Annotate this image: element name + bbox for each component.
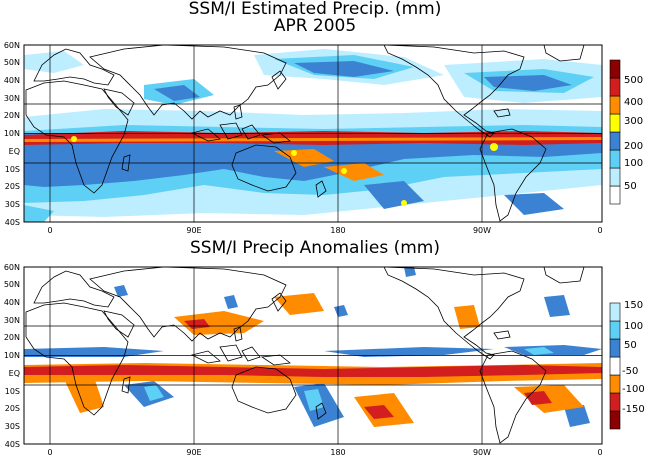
top-colorbar-label: 300: [624, 116, 643, 127]
top-lat-label: 10S: [5, 165, 20, 174]
bottom-lat-label: 30S: [5, 422, 20, 431]
bottom-colorbar: -150 -100 -50 50 100 150: [609, 300, 645, 430]
bottom-colorbar-label: 100: [624, 321, 643, 332]
top-lon-label: 180: [330, 226, 345, 235]
top-colorbar-label: 100: [624, 158, 643, 169]
bottom-lat-label: 20S: [5, 404, 20, 413]
bottom-lon-labels: 0 90E 180 90W 0: [47, 448, 602, 457]
top-lat-labels: 60N 50N 40N 30N 20N 10N EQ 10S 20S 30S 4…: [4, 41, 20, 227]
top-lon-label: 0: [47, 226, 52, 235]
bottom-colorbar-label: 50: [624, 340, 637, 351]
top-lat-label: EQ: [9, 147, 20, 156]
bottom-lat-label: 20N: [4, 333, 20, 342]
bottom-lon-label: 180: [330, 448, 345, 457]
bottom-lat-label: EQ: [9, 369, 20, 378]
bottom-lat-label: 30N: [4, 316, 20, 325]
top-lat-label: 30S: [5, 200, 20, 209]
bottom-lon-label: 90W: [473, 448, 491, 457]
top-colorbar: 50 100 200 300 400 500: [609, 59, 643, 205]
top-lon-label: 90E: [186, 226, 201, 235]
bottom-colorbar-label: 150: [624, 300, 643, 311]
bottom-lon-label: 0: [597, 448, 602, 457]
bottom-lat-labels: 60N 50N 40N 30N 20N 10N EQ 10S 20S 30S 4…: [4, 263, 20, 449]
top-lat-label: 20S: [5, 182, 20, 191]
top-colorbar-label: 50: [624, 181, 637, 192]
top-subtitle-date: APR 2005: [273, 16, 357, 36]
bottom-colorbar-label: -50: [622, 366, 638, 377]
bottom-map: [23, 266, 603, 445]
bottom-lat-label: 40S: [5, 440, 20, 449]
top-lon-label: 0: [597, 226, 602, 235]
top-lat-label: 20N: [4, 111, 20, 120]
bottom-lat-label: 60N: [4, 263, 20, 272]
top-lat-label: 40N: [4, 76, 20, 85]
top-lat-label: 10N: [4, 129, 20, 138]
top-colorbar-label: 500: [624, 75, 643, 86]
bottom-lon-label: 90E: [186, 448, 201, 457]
bottom-lat-label: 40N: [4, 298, 20, 307]
top-lat-label: 40S: [5, 218, 20, 227]
bottom-colorbar-label: -150: [622, 404, 645, 415]
top-map: [23, 44, 603, 223]
bottom-lon-label: 0: [47, 448, 52, 457]
top-colorbar-label: 200: [624, 141, 643, 152]
top-lat-label: 30N: [4, 94, 20, 103]
bottom-colorbar-label: -100: [622, 384, 645, 395]
bottom-title: SSM/I Precip Anomalies (mm): [189, 238, 441, 258]
top-lat-label: 60N: [4, 41, 20, 50]
bottom-lat-label: 50N: [4, 280, 20, 289]
top-title: SSM/I Estimated Precip. (mm): [188, 0, 442, 19]
bottom-lat-label: 10S: [5, 387, 20, 396]
top-lon-labels: 0 90E 180 90W 0: [47, 226, 602, 235]
top-lon-label: 90W: [473, 226, 491, 235]
top-lat-label: 50N: [4, 58, 20, 67]
top-colorbar-label: 400: [624, 97, 643, 108]
bottom-lat-label: 10N: [4, 351, 20, 360]
